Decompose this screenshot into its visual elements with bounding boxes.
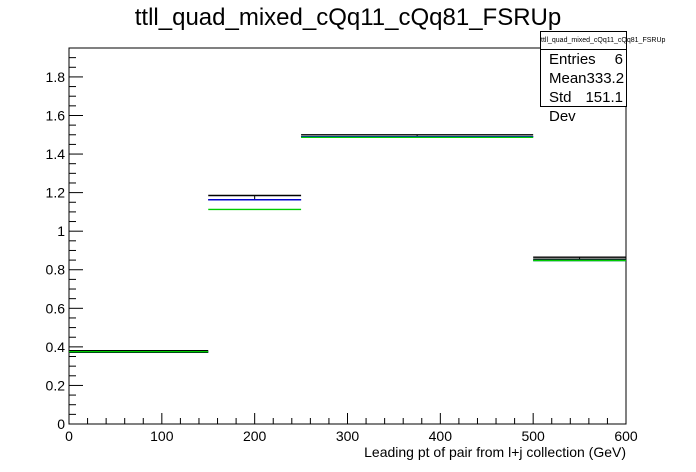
y-tick-label: 0.4 — [46, 339, 66, 355]
stats-mean-row: Mean 333.2 — [541, 69, 626, 88]
stats-stddev-row: Std Dev 151.1 — [541, 88, 626, 125]
x-tick-label: 100 — [150, 428, 174, 444]
y-tick-label: 1.2 — [46, 185, 66, 201]
y-tick-label: 1 — [57, 223, 65, 239]
stats-mean-value: 333.2 — [586, 70, 625, 87]
y-tick-label: 0.6 — [46, 300, 66, 316]
stats-stddev-label: Std Dev — [549, 89, 576, 125]
stats-entries-value: 6 — [614, 51, 623, 68]
y-tick-label: 1.6 — [46, 107, 66, 123]
x-axis-label: Leading pt of pair from l+j collection (… — [364, 444, 626, 460]
x-tick-label: 0 — [65, 428, 73, 444]
stats-mean-label: Mean — [549, 70, 587, 87]
y-tick-label: 1.4 — [46, 146, 66, 162]
chart-title: ttll_quad_mixed_cQq11_cQq81_FSRUp — [134, 4, 562, 31]
stats-box-title: ttll_quad_mixed_cQq11_cQq81_FSRUp — [541, 32, 665, 50]
y-tick-label: 0 — [57, 416, 65, 432]
x-tick-label: 400 — [429, 428, 453, 444]
stats-entries-row: Entries 6 — [541, 50, 626, 69]
x-tick-label: 200 — [243, 428, 267, 444]
stats-stddev-value: 151.1 — [585, 89, 623, 106]
y-tick-label: 0.8 — [46, 262, 66, 278]
stats-box: ttll_quad_mixed_cQq11_cQq81_FSRUp Entrie… — [540, 31, 665, 125]
y-tick-label: 0.2 — [46, 377, 66, 393]
x-tick-label: 500 — [521, 428, 545, 444]
x-tick-label: 600 — [614, 428, 638, 444]
x-tick-label: 300 — [336, 428, 360, 444]
y-tick-label: 1.8 — [46, 69, 66, 85]
stats-entries-label: Entries — [549, 51, 596, 68]
